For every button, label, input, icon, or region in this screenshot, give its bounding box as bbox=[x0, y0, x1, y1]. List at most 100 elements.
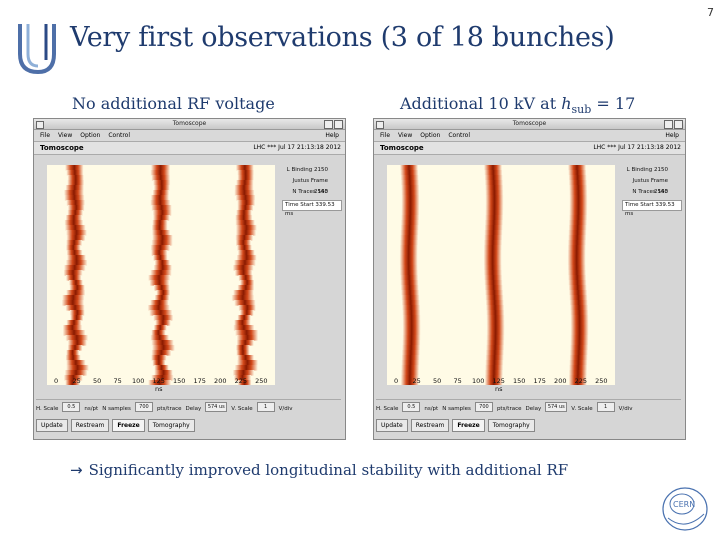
n-samples-label: N samples bbox=[442, 406, 471, 412]
menu-option[interactable]: Option bbox=[80, 132, 101, 139]
bunch-trace-segment bbox=[402, 320, 421, 326]
bunch-trace-segment bbox=[237, 360, 259, 366]
bunch-trace-segment bbox=[237, 355, 254, 361]
bunch-trace-segment bbox=[401, 360, 420, 366]
bunch-trace-segment bbox=[151, 375, 174, 381]
bunch-trace-segment bbox=[236, 340, 254, 346]
bunch-trace-segment bbox=[149, 310, 173, 316]
bunch-trace-segment bbox=[485, 355, 504, 361]
bunch-trace-segment bbox=[63, 375, 83, 381]
bunch-trace-segment bbox=[570, 340, 589, 346]
restream-button[interactable]: Restream bbox=[410, 419, 450, 432]
bunch-trace-segment bbox=[483, 265, 502, 271]
bunch-trace-segment bbox=[567, 245, 586, 251]
bunch-trace-segment bbox=[237, 205, 254, 211]
bunch-trace-segment bbox=[484, 375, 503, 381]
tomography-button[interactable]: Tomography bbox=[147, 419, 195, 432]
menu-control[interactable]: Control bbox=[448, 132, 471, 139]
bunch-trace-segment bbox=[153, 325, 167, 331]
window-titlebar: Tomoscope bbox=[374, 119, 685, 130]
v-scale-select[interactable]: 1 bbox=[596, 402, 615, 412]
bunch-trace-segment bbox=[484, 235, 503, 241]
n-samples-select[interactable]: 700 bbox=[474, 402, 493, 412]
info-panel: L Binding 2150 Justus Frame 2540 N Trace… bbox=[282, 165, 342, 217]
bunch-trace-segment bbox=[484, 280, 503, 286]
menu-option[interactable]: Option bbox=[420, 132, 441, 139]
bunch-trace-segment bbox=[401, 350, 420, 356]
h-scale-select[interactable]: 0.5 bbox=[402, 402, 421, 412]
maximize-icon[interactable] bbox=[674, 120, 683, 129]
bunch-trace-segment bbox=[61, 300, 84, 306]
menu-control[interactable]: Control bbox=[108, 132, 131, 139]
bunch-trace-segment bbox=[485, 185, 504, 191]
v-scale-select[interactable]: 1 bbox=[256, 402, 275, 412]
bunch-trace-segment bbox=[485, 300, 504, 306]
menu-file[interactable]: File bbox=[40, 132, 51, 139]
minimize-icon[interactable] bbox=[324, 120, 333, 129]
bunch-trace-segment bbox=[150, 245, 170, 251]
time-start-field[interactable]: Time Start 339.53 ms bbox=[282, 200, 342, 217]
bunch-trace-segment bbox=[400, 285, 419, 291]
close-icon[interactable] bbox=[376, 121, 384, 129]
bunch-trace-segment bbox=[237, 285, 255, 291]
bunch-trace-segment bbox=[568, 370, 587, 376]
bunch-trace-segment bbox=[151, 355, 167, 361]
freeze-button[interactable]: Freeze bbox=[112, 419, 145, 432]
bunch-trace-segment bbox=[569, 360, 588, 366]
info-panel: L Binding 2150 Justus Frame 2540 N Trace… bbox=[622, 165, 682, 217]
bunch-trace-segment bbox=[569, 210, 588, 216]
bunch-trace-segment bbox=[236, 255, 257, 261]
update-button[interactable]: Update bbox=[376, 419, 408, 432]
bunch-trace-segment bbox=[62, 325, 83, 331]
h-scale-select[interactable]: 0.5 bbox=[62, 402, 81, 412]
n-samples-select[interactable]: 700 bbox=[134, 402, 153, 412]
bunch-trace-segment bbox=[237, 245, 252, 251]
menu-help[interactable]: Help bbox=[665, 132, 679, 139]
bunch-trace-segment bbox=[401, 365, 420, 371]
app-name: Tomoscope bbox=[40, 144, 84, 152]
freeze-button[interactable]: Freeze bbox=[452, 419, 485, 432]
bunch-trace-segment bbox=[234, 190, 255, 196]
cern-logo: CERN bbox=[662, 487, 708, 531]
close-icon[interactable] bbox=[36, 121, 44, 129]
bunch-trace-segment bbox=[486, 305, 505, 311]
bunch-trace-segment bbox=[234, 365, 258, 371]
bunch-trace-segment bbox=[400, 175, 419, 181]
bunch-trace-segment bbox=[401, 290, 420, 296]
restream-button[interactable]: Restream bbox=[70, 419, 110, 432]
menu-file[interactable]: File bbox=[380, 132, 391, 139]
delay-field[interactable]: 574 us bbox=[205, 402, 228, 412]
tomography-button[interactable]: Tomography bbox=[487, 419, 535, 432]
window-title: Tomoscope bbox=[172, 120, 207, 127]
bunch-trace-segment bbox=[484, 275, 503, 281]
bunch-trace-segment bbox=[399, 260, 418, 266]
bunch-trace-segment bbox=[484, 225, 503, 231]
menu-help[interactable]: Help bbox=[325, 132, 339, 139]
time-start-field[interactable]: Time Start 339.53 ms bbox=[622, 200, 682, 217]
bunch-trace-segment bbox=[152, 360, 166, 366]
maximize-icon[interactable] bbox=[334, 120, 343, 129]
menu-view[interactable]: View bbox=[58, 132, 73, 139]
tick-label: 125 bbox=[152, 377, 165, 385]
tick-label: 100 bbox=[131, 377, 145, 385]
tick-label: 75 bbox=[113, 377, 122, 385]
bunch-trace-segment bbox=[485, 190, 504, 196]
update-button[interactable]: Update bbox=[36, 419, 68, 432]
bunch-trace-segment bbox=[235, 330, 259, 336]
bunch-trace-segment bbox=[148, 275, 171, 281]
delay-field[interactable]: 574 us bbox=[545, 402, 568, 412]
bunch-trace-segment bbox=[567, 265, 586, 271]
bunch-trace-segment bbox=[64, 195, 85, 201]
menu-view[interactable]: View bbox=[398, 132, 413, 139]
minimize-icon[interactable] bbox=[664, 120, 673, 129]
tick-label: 150 bbox=[173, 377, 186, 385]
bunch-trace-segment bbox=[64, 265, 86, 271]
bunch-trace-segment bbox=[570, 345, 589, 351]
bunch-trace-segment bbox=[66, 360, 86, 366]
bunch-trace-segment bbox=[155, 320, 171, 326]
bunch-trace-segment bbox=[153, 215, 170, 221]
bunch-trace-segment bbox=[152, 190, 170, 196]
bunch-trace-segment bbox=[66, 235, 86, 241]
tick-label: 250 bbox=[595, 377, 608, 385]
bunch-trace-segment bbox=[236, 335, 259, 341]
